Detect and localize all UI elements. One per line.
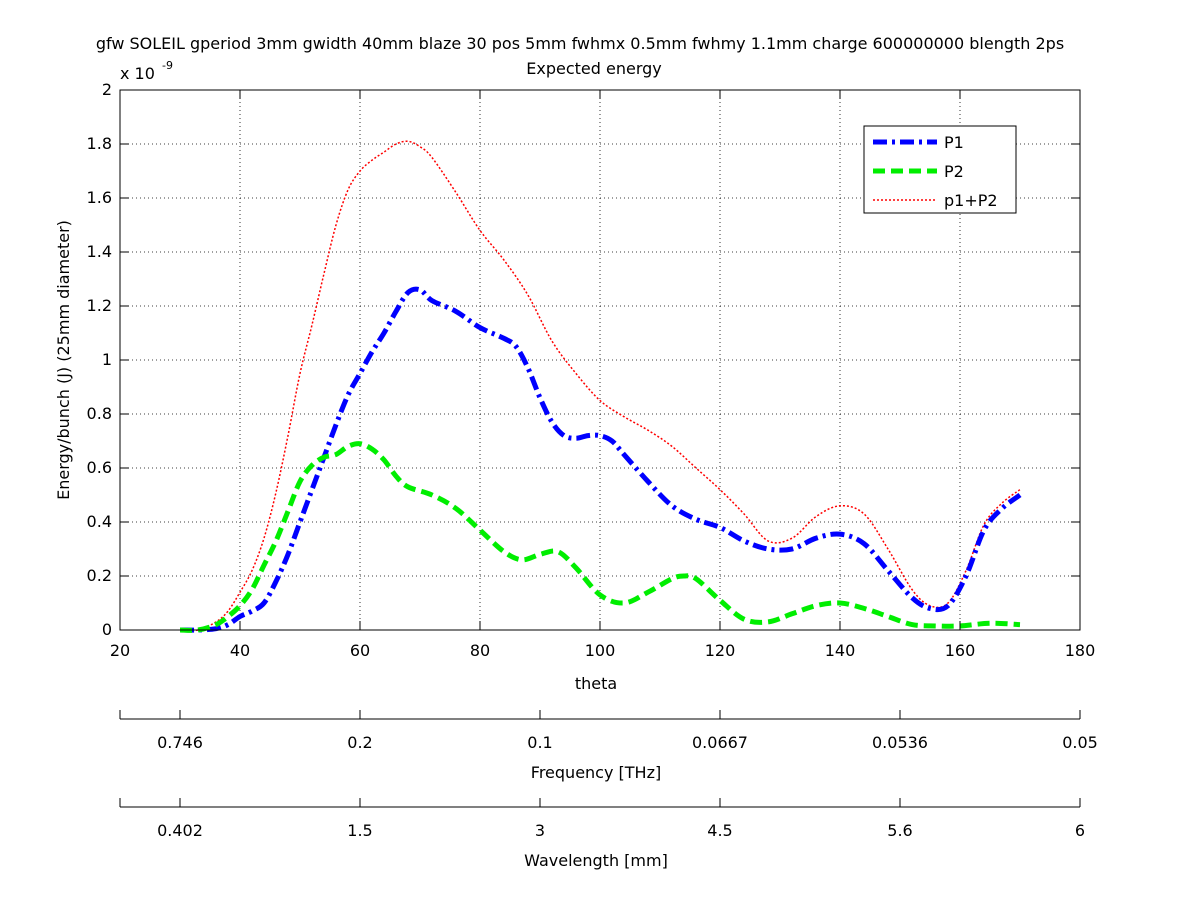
chart-title: gfw SOLEIL gperiod 3mm gwidth 40mm blaze… [96, 34, 1064, 53]
frequency-axis-label: Frequency [THz] [531, 763, 661, 782]
x-tick-label-1: 40 [230, 641, 250, 660]
series-p2-line [179, 441, 1021, 633]
frequency-tick-label-0: 0.746 [157, 733, 203, 752]
y-tick-label-6: 1.2 [87, 296, 112, 315]
y-tick-label-10: 2 [102, 80, 112, 99]
y-tick-label-5: 1 [102, 350, 112, 369]
y-tick-label-7: 1.4 [87, 242, 112, 261]
frequency-tick-label-4: 0.0536 [872, 733, 928, 752]
wavelength-tick-label-0: 0.402 [157, 821, 203, 840]
x-tick-label-4: 100 [585, 641, 616, 660]
y-exponent-base: x 10 [120, 64, 155, 83]
x-tick-label-6: 140 [825, 641, 856, 660]
secondary-axes: 0.746 0.2 0.1 0.0667 0.0536 0.05 Frequency [TH… [119, 710, 1098, 870]
series-p1-plus-p2-line [179, 140, 1021, 632]
x-tick-label-0: 20 [110, 641, 130, 660]
legend: P1 P2 p1+P2 [863, 125, 1017, 214]
wavelength-tick-label-4: 5.6 [887, 821, 912, 840]
x-tick-label-8: 180 [1065, 641, 1096, 660]
y-tick-label-2: 0.4 [87, 512, 112, 531]
series-p1-line [179, 286, 1022, 633]
x-tick-label-7: 160 [945, 641, 976, 660]
frequency-tick-label-2: 0.1 [527, 733, 552, 752]
wavelength-tick-label-1: 1.5 [347, 821, 372, 840]
y-tick-label-1: 0.2 [87, 566, 112, 585]
wavelength-tick-label-5: 6 [1075, 821, 1085, 840]
chart-subtitle: Expected energy [526, 59, 661, 78]
frequency-tick-label-1: 0.2 [347, 733, 372, 752]
frequency-tick-label-5: 0.05 [1062, 733, 1098, 752]
x-tick-label-3: 80 [470, 641, 490, 660]
x-tick-label-2: 60 [350, 641, 370, 660]
x-tick-label-5: 120 [705, 641, 736, 660]
y-exponent-power: -9 [162, 59, 173, 72]
wavelength-tick-label-3: 4.5 [707, 821, 732, 840]
legend-label-p2: P2 [944, 162, 964, 181]
legend-label-sum: p1+P2 [944, 191, 998, 210]
y-tick-label-4: 0.8 [87, 404, 112, 423]
x-axis-label: theta [575, 674, 617, 693]
wavelength-tick-label-2: 3 [535, 821, 545, 840]
y-axis-label: Energy/bunch (J) (25mm diameter) [54, 220, 73, 500]
y-tick-label-8: 1.6 [87, 188, 112, 207]
y-tick-label-9: 1.8 [87, 134, 112, 153]
legend-label-p1: P1 [944, 133, 964, 152]
plot-area: 20 40 60 80 100 120 140 160 180 0 0.2 0.4 0.6 0.8 1 1.2… [87, 80, 1096, 660]
y-tick-label-3: 0.6 [87, 458, 112, 477]
y-tick-label-0: 0 [102, 620, 112, 639]
wavelength-axis-label: Wavelength [mm] [524, 851, 668, 870]
legend-box [863, 125, 1017, 214]
frequency-tick-label-3: 0.0667 [692, 733, 748, 752]
